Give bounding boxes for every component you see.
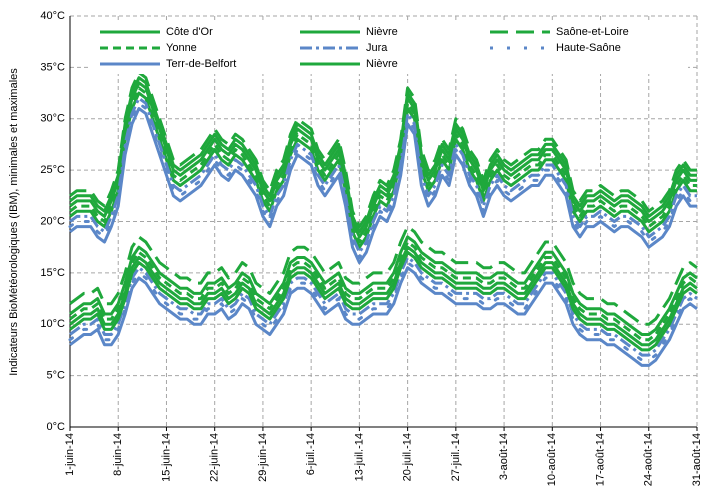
x-tick-label: 17-août-14 — [594, 433, 606, 486]
y-axis-label: Indicateurs BioMétéorologiques (IBM), mi… — [8, 68, 20, 376]
series-line — [69, 96, 697, 254]
series-line — [69, 86, 697, 244]
x-tick-label: 29-juin-14 — [257, 433, 269, 482]
x-tick-label: 1-juin-14 — [64, 433, 76, 476]
y-tick-label: 10°C — [40, 318, 65, 330]
legend-label: Saône-et-Loire — [556, 26, 629, 38]
series-line — [69, 250, 698, 352]
series-line — [69, 235, 698, 336]
series-line — [69, 107, 697, 265]
series-line — [68, 101, 699, 259]
legend-label: Terr-de-Belfort — [166, 58, 236, 70]
legend-label: Côte d'Or — [166, 26, 213, 38]
series-line — [69, 81, 697, 239]
x-tick-label: 6-juil.-14 — [305, 433, 317, 475]
x-tick-label: 13-juil.-14 — [353, 433, 365, 481]
x-tick-label: 15-juin-14 — [160, 433, 172, 482]
x-tick-label: 27-juil.-14 — [450, 433, 462, 481]
x-tick-label: 8-juin-14 — [112, 433, 124, 476]
x-tick-label: 20-juil.-14 — [402, 433, 414, 481]
series-line — [69, 76, 697, 234]
x-tick-label: 24-août-14 — [643, 433, 655, 486]
y-tick-label: 15°C — [40, 267, 65, 279]
legend-background — [88, 22, 688, 74]
legend-label: Nièvre — [366, 26, 398, 38]
y-tick-label: 20°C — [40, 215, 65, 227]
x-tick-label: 22-juin-14 — [209, 433, 221, 482]
legend-label: Jura — [366, 42, 388, 54]
series-line — [69, 245, 698, 347]
series-line — [69, 71, 697, 229]
series-line — [69, 91, 697, 249]
y-tick-label: 5°C — [47, 370, 66, 382]
y-tick-label: 0°C — [47, 421, 66, 433]
series-line — [69, 256, 698, 357]
series-line — [69, 225, 698, 326]
legend-label: Nièvre — [366, 58, 398, 70]
x-tick-label: 10-août-14 — [546, 433, 558, 486]
x-tick-label: 3-août-14 — [498, 433, 510, 480]
series-line — [69, 266, 698, 367]
y-tick-label: 25°C — [40, 164, 65, 176]
legend-label: Yonne — [166, 42, 197, 54]
series-line — [69, 240, 698, 342]
y-tick-label: 30°C — [40, 113, 65, 125]
legend-label: Haute-Saône — [556, 42, 621, 54]
y-tick-label: 40°C — [40, 10, 65, 22]
x-tick-label: 31-août-14 — [691, 433, 702, 486]
y-tick-label: 35°C — [40, 61, 65, 73]
